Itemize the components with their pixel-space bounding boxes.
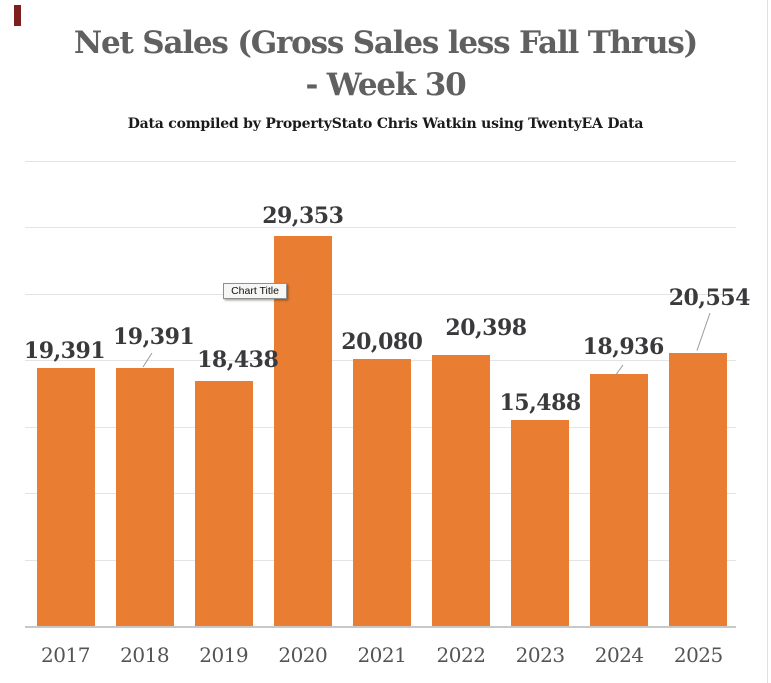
gridline: [25, 294, 736, 295]
bar-2019[interactable]: [194, 381, 253, 626]
bar-2025[interactable]: [669, 352, 728, 626]
red-marker-artifact: [14, 5, 21, 26]
value-label-2023: 15,488: [499, 390, 581, 417]
chart-subtitle: Data compiled by PropertyStato Chris Wat…: [127, 116, 644, 132]
bar-2017[interactable]: [36, 368, 95, 626]
bar-2022[interactable]: [432, 354, 490, 626]
value-label-2020: 29,353: [262, 203, 344, 230]
x-axis-label-2024: 2024: [594, 643, 644, 667]
leader-line: [696, 312, 711, 351]
gridline: [25, 161, 736, 162]
value-label-2024: 18,936: [582, 334, 665, 361]
value-label-2019: 18,438: [197, 347, 279, 374]
x-axis-label-2019: 2019: [199, 643, 249, 667]
bar-2018[interactable]: [115, 368, 174, 626]
bar-2020[interactable]: [273, 236, 332, 626]
x-axis-label-2021: 2021: [357, 643, 407, 667]
chart-title-line1: Net Sales (Gross Sales less Fall Thrus): [73, 25, 698, 61]
value-label-2018: 19,391: [112, 324, 195, 351]
x-axis-label-2020: 2020: [278, 643, 328, 667]
value-label-2021: 20,080: [341, 329, 423, 356]
window-border: [767, 0, 768, 683]
x-axis-label-2022: 2022: [436, 643, 486, 667]
value-label-2025: 20,554: [668, 284, 751, 311]
chart-title-tooltip: Chart Title: [223, 283, 287, 299]
bar-2021[interactable]: [352, 359, 411, 626]
x-axis-label-2018: 2018: [120, 643, 170, 667]
bar-2024[interactable]: [590, 374, 649, 626]
x-axis-label-2017: 2017: [41, 643, 90, 667]
value-label-2022: 20,398: [445, 314, 527, 341]
chart-title: Net Sales (Gross Sales less Fall Thrus) …: [0, 22, 771, 106]
bar-2023[interactable]: [511, 420, 570, 626]
x-axis-label-2025: 2025: [673, 643, 723, 667]
x-axis-line: [25, 626, 736, 628]
value-label-2017: 19,391: [23, 338, 106, 365]
x-axis-label-2023: 2023: [515, 643, 565, 667]
gridline: [25, 227, 736, 228]
chart-title-line2: - Week 30: [305, 67, 466, 103]
